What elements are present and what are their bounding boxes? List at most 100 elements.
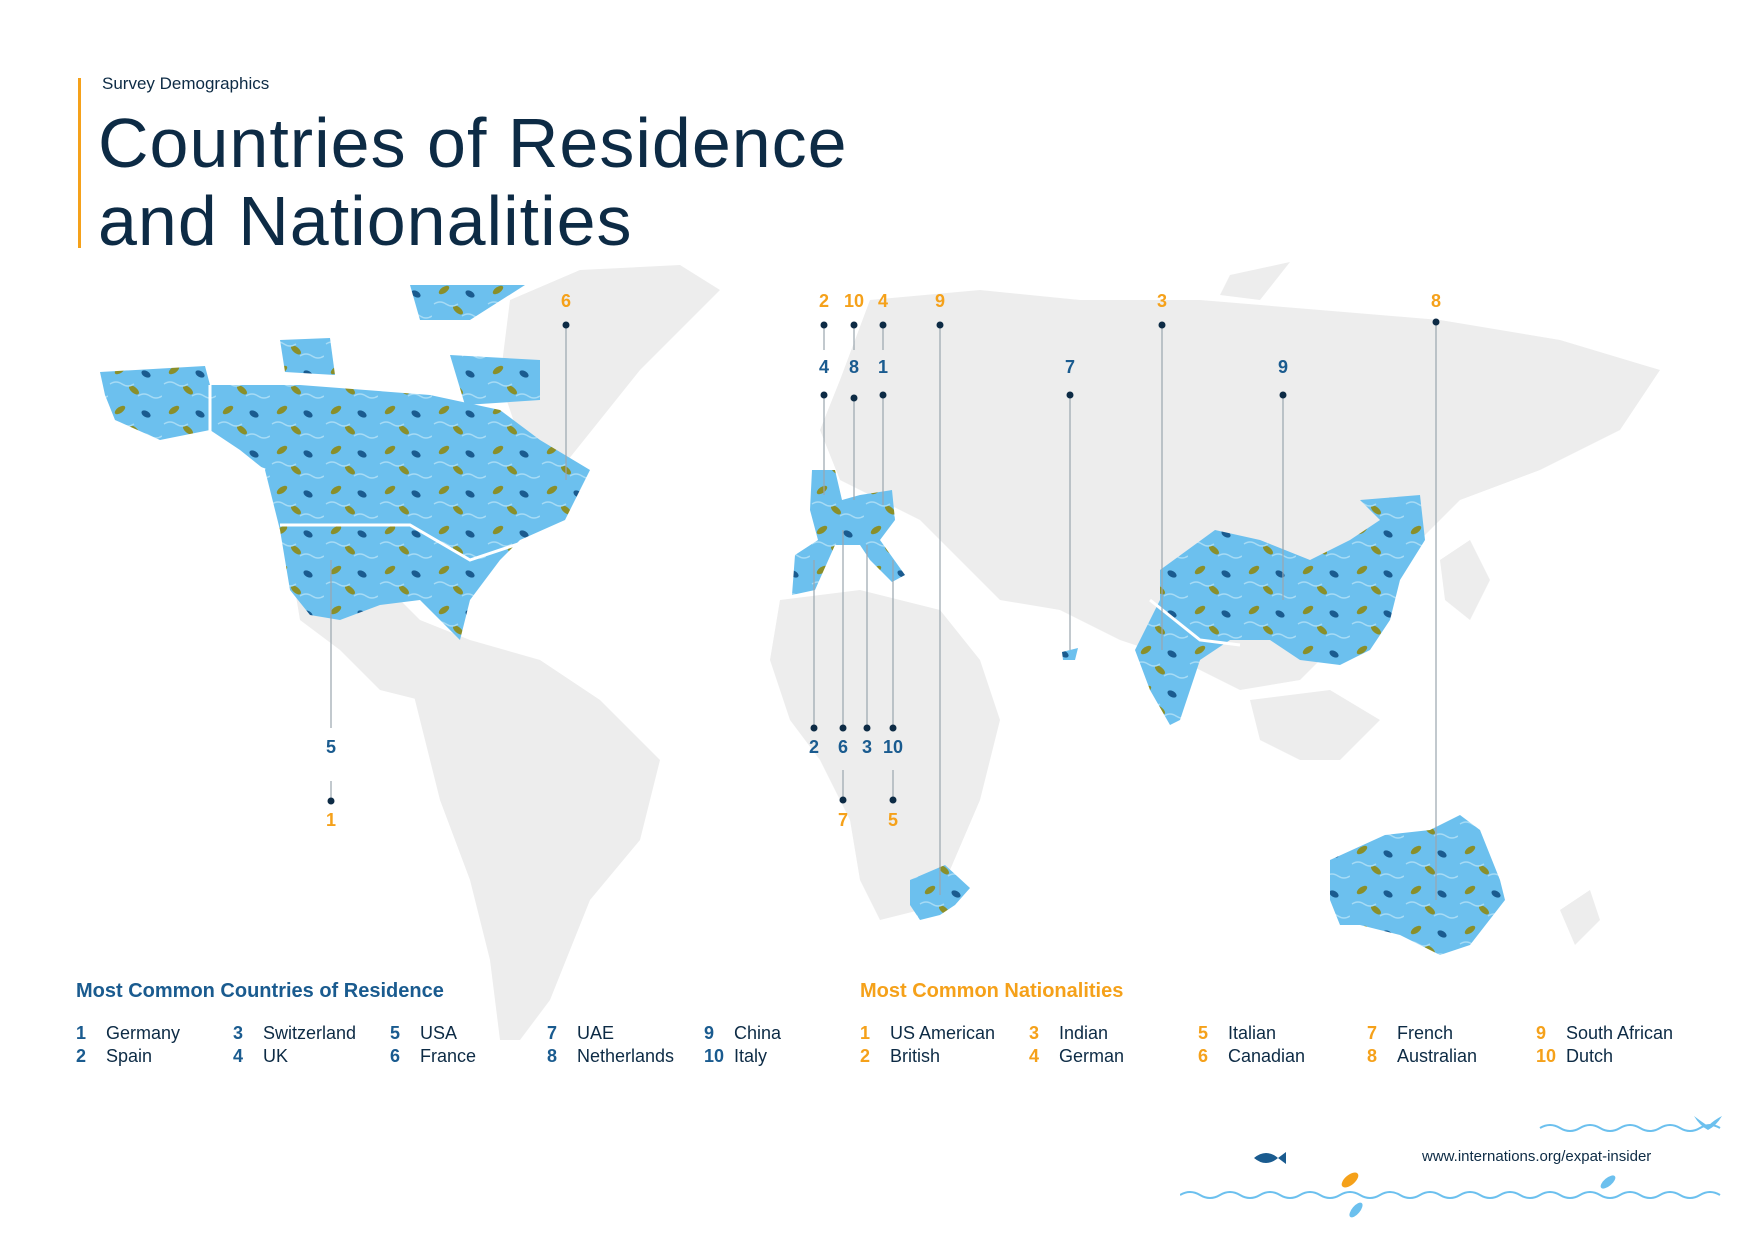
legend-rank: 2 — [860, 1046, 871, 1066]
callout-residence-number: 6 — [838, 737, 848, 757]
legend-nationalities-grid: 1 US American 2 British 3 Indian 4 German 5 Itali… — [860, 1023, 1673, 1073]
callout-switzerland: 3 — [862, 545, 872, 757]
legend-rank: 6 — [390, 1046, 401, 1066]
callout-dot — [839, 724, 847, 732]
legend-nationalities-title: Most Common Nationalities — [860, 980, 1124, 1002]
callout-canada-nationality: 6 — [561, 291, 571, 480]
callout-dot — [889, 724, 897, 732]
legend-rank: 3 — [233, 1023, 244, 1043]
legend-name: France — [420, 1046, 477, 1066]
legend-name: Canadian — [1228, 1046, 1306, 1066]
callout-uk: 24 — [819, 291, 829, 495]
legend-name: China — [734, 1023, 782, 1043]
arctic-islands-2 — [410, 285, 525, 320]
callout-nationality-number: 2 — [819, 291, 829, 311]
legend-item: 8 Netherlands — [547, 1046, 674, 1067]
callout-north-america-residence: 51 — [326, 560, 336, 830]
legend-item: 1 Germany — [76, 1023, 180, 1044]
legend-rank: 3 — [1029, 1023, 1040, 1043]
legend-item: 6 France — [390, 1046, 476, 1067]
legend-rank: 8 — [547, 1046, 558, 1066]
callout-australia: 8 — [1431, 291, 1441, 900]
callout-nationality-number: 1 — [326, 810, 336, 830]
accent-bar — [78, 78, 81, 248]
callout-nationality-number: 5 — [888, 810, 898, 830]
legend-name: Spain — [106, 1046, 153, 1066]
legend-name: Switzerland — [263, 1023, 357, 1043]
callout-nationality-number: 10 — [844, 291, 864, 311]
title-line-2: and Nationalities — [98, 182, 633, 260]
legend-item: 7 UAE — [547, 1023, 614, 1044]
callout-nationality-number: 3 — [1157, 291, 1167, 311]
legend-name: Germany — [106, 1023, 181, 1043]
legend-item: 7 French — [1367, 1023, 1453, 1044]
legend-item: 1 US American — [860, 1023, 995, 1044]
callout-residence-number: 9 — [1278, 357, 1288, 377]
leaf-icon — [1341, 1172, 1359, 1188]
arctic-islands — [280, 338, 335, 375]
legend-name: Italy — [734, 1046, 768, 1066]
subtitle: Survey Demographics — [102, 74, 270, 93]
legend-name: Australian — [1397, 1046, 1478, 1066]
callout-nationality-number: 8 — [1431, 291, 1441, 311]
callout-germany: 41 — [878, 291, 888, 505]
legend-name: Italian — [1228, 1023, 1277, 1043]
callout-residence-number: 5 — [326, 737, 336, 757]
footer-url[interactable]: www.internations.org/expat-insider — [1422, 1148, 1652, 1165]
callout-residence-number: 4 — [819, 357, 829, 377]
legend-rank: 8 — [1367, 1046, 1378, 1066]
callout-china: 9 — [1278, 357, 1288, 600]
legend-item: 2 Spain — [76, 1046, 152, 1067]
legend-item: 9 China — [704, 1023, 781, 1044]
legend-item: 3 Indian — [1029, 1023, 1108, 1044]
legend-rank: 1 — [76, 1023, 87, 1043]
legend-rank: 4 — [233, 1046, 244, 1066]
callout-residence-number: 7 — [1065, 357, 1075, 377]
callout-dot — [1158, 321, 1166, 329]
legend-nationalities: Most Common Nationalities 1 US American 2 B… — [860, 980, 1673, 1073]
border-lines — [208, 385, 1241, 647]
legend-item: 5 Italian — [1198, 1023, 1276, 1044]
callout-dot — [810, 724, 818, 732]
legend-rank: 1 — [860, 1023, 871, 1043]
callout-nationality-number: 9 — [935, 291, 945, 311]
world-land — [290, 262, 1660, 1040]
legend-rank: 5 — [390, 1023, 401, 1043]
legend-rank: 6 — [1198, 1046, 1209, 1066]
legend-name: UAE — [577, 1023, 615, 1043]
callout-dot — [863, 724, 871, 732]
callout-dot — [839, 796, 847, 804]
arctic-islands-3 — [450, 355, 540, 405]
legend-rank: 5 — [1198, 1023, 1209, 1043]
callout-dot — [879, 391, 887, 399]
legend-item: 6 Canadian — [1198, 1046, 1305, 1067]
legend-rank: 7 — [1367, 1023, 1378, 1043]
legend-residence-title: Most Common Countries of Residence — [76, 980, 444, 1002]
legend-name: US American — [890, 1023, 996, 1043]
callout-residence-number: 8 — [849, 357, 859, 377]
legend-name: French — [1397, 1023, 1454, 1043]
legend-name: UK — [263, 1046, 289, 1066]
callout-dot — [1432, 318, 1440, 326]
callout-france: 67 — [838, 530, 848, 830]
legend-residence-grid: 1 Germany 2 Spain 3 Switzerland 4 UK 5 USA 6 France… — [76, 1023, 781, 1073]
legend-item: 3 Switzerland — [233, 1023, 356, 1044]
callout-dot — [820, 391, 828, 399]
callout-residence-number: 2 — [809, 737, 819, 757]
legend-name: German — [1059, 1046, 1125, 1066]
uae-region — [1062, 648, 1078, 660]
leaf-icon — [1349, 1202, 1363, 1218]
callout-dot — [889, 796, 897, 804]
legend-name: Indian — [1059, 1023, 1109, 1043]
leaf-icon — [1600, 1175, 1616, 1189]
callout-nationality-number: 6 — [561, 291, 571, 311]
legend-name: USA — [420, 1023, 458, 1043]
legend-item: 2 British — [860, 1046, 940, 1067]
legend-rank: 9 — [704, 1023, 715, 1043]
callout-netherlands: 10 8 — [844, 291, 864, 500]
fish-icon — [1254, 1152, 1286, 1164]
callout-nationality-number: 4 — [878, 291, 888, 311]
callout-residence-number: 1 — [878, 357, 888, 377]
callout-residence-number: 3 — [862, 737, 872, 757]
